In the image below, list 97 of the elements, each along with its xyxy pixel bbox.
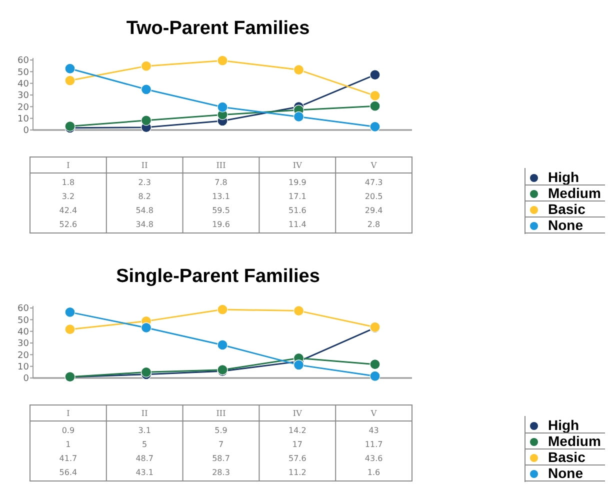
data-label: 2.8 — [367, 220, 380, 229]
data-label: 52.6 — [59, 220, 78, 229]
data-label: 7.8 — [214, 178, 228, 187]
data-label: 56.4 — [59, 468, 78, 477]
data-label: 13.1 — [212, 192, 230, 201]
data-label: 19.6 — [212, 220, 230, 229]
legend-label: Basic — [548, 201, 586, 217]
point — [370, 90, 380, 101]
point — [217, 102, 228, 112]
point — [140, 115, 152, 126]
data-label: 59.5 — [212, 206, 230, 215]
x-tick-label: V — [370, 161, 377, 170]
point — [64, 63, 76, 74]
y-tick-label: 20 — [18, 102, 30, 113]
point — [140, 366, 152, 378]
data-label: 3.2 — [62, 192, 75, 201]
y-tick-label: 30 — [18, 339, 30, 350]
data-label: 7 — [218, 440, 224, 449]
y-tick-label: 0 — [23, 374, 30, 384]
data-label: 43.6 — [364, 454, 383, 463]
point — [370, 370, 380, 382]
legend-label: Basic — [548, 449, 586, 465]
x-tick-label: I — [66, 409, 70, 418]
x-tick-label: II — [141, 161, 148, 170]
y-tick-label: 30 — [18, 91, 30, 102]
point — [293, 64, 304, 76]
data-label: 41.7 — [59, 454, 78, 463]
chart-title: Two-Parent Families — [126, 18, 310, 39]
point — [64, 306, 76, 318]
y-tick-label: 20 — [18, 350, 30, 361]
legend-label: Medium — [548, 433, 601, 449]
data-label: 3.1 — [138, 426, 151, 435]
legend-label: High — [548, 417, 580, 433]
point — [293, 111, 304, 122]
y-tick-label: 10 — [18, 114, 30, 124]
data-label: 57.6 — [288, 454, 306, 463]
y-tick-label: 50 — [18, 68, 30, 78]
data-label: 29.4 — [364, 206, 383, 215]
y-tick-label: 40 — [18, 79, 30, 90]
y-tick-label: 40 — [18, 327, 30, 338]
data-label: 51.6 — [288, 206, 306, 215]
x-tick-label: II — [141, 409, 148, 418]
data-label: 1.6 — [367, 468, 380, 477]
data-label: 20.5 — [364, 192, 383, 201]
data-label: 17 — [292, 440, 302, 449]
data-label: 11.7 — [364, 440, 383, 449]
x-tick-label: V — [370, 409, 377, 418]
point — [64, 75, 76, 86]
data-label: 2.3 — [138, 178, 151, 187]
data-label: 34.8 — [136, 220, 154, 229]
point — [370, 121, 380, 132]
y-tick-label: 50 — [18, 316, 30, 326]
point — [370, 100, 380, 112]
x-tick-label: III — [216, 409, 226, 418]
y-tick-label: 60 — [18, 56, 30, 66]
point — [217, 55, 228, 66]
y-tick-label: 10 — [18, 362, 30, 372]
data-label: 0.9 — [62, 426, 75, 435]
data-label: 5.9 — [214, 426, 228, 435]
point — [64, 324, 76, 335]
point — [370, 359, 380, 370]
x-tick-label: III — [216, 161, 226, 170]
data-label: 42.4 — [59, 206, 78, 215]
point — [293, 360, 304, 370]
legend-label: None — [548, 217, 584, 233]
x-tick-label: IV — [292, 161, 302, 170]
data-label: 54.8 — [136, 206, 154, 215]
chart-title: Single-Parent Families — [116, 266, 320, 287]
data-label: 43.1 — [136, 468, 154, 477]
data-label: 5 — [142, 440, 148, 449]
data-label: 11.2 — [288, 468, 306, 477]
point — [140, 84, 152, 95]
y-tick-label: 0 — [23, 126, 30, 136]
data-label: 58.7 — [212, 454, 230, 463]
data-label: 14.2 — [288, 426, 306, 435]
x-tick-label: I — [66, 161, 70, 170]
data-label: 19.9 — [288, 178, 306, 187]
point — [217, 304, 228, 315]
data-label: 43 — [368, 426, 379, 435]
legend-label: Medium — [548, 185, 601, 201]
data-label: 8.2 — [138, 192, 151, 201]
y-tick-label: 60 — [18, 304, 30, 314]
point — [370, 70, 380, 80]
x-tick-label: IV — [292, 409, 302, 418]
data-label: 48.7 — [136, 454, 154, 463]
legend-label: High — [548, 169, 580, 185]
data-label: 11.4 — [288, 220, 306, 229]
data-label: 1.8 — [62, 178, 75, 187]
data-label: 28.3 — [212, 468, 230, 477]
point — [217, 340, 228, 350]
point — [140, 322, 152, 334]
data-label: 1 — [66, 440, 71, 449]
data-label: 47.3 — [364, 178, 383, 187]
data-label: 17.1 — [288, 192, 306, 201]
point — [293, 306, 304, 316]
legend-label: None — [548, 465, 584, 481]
point — [140, 60, 152, 72]
